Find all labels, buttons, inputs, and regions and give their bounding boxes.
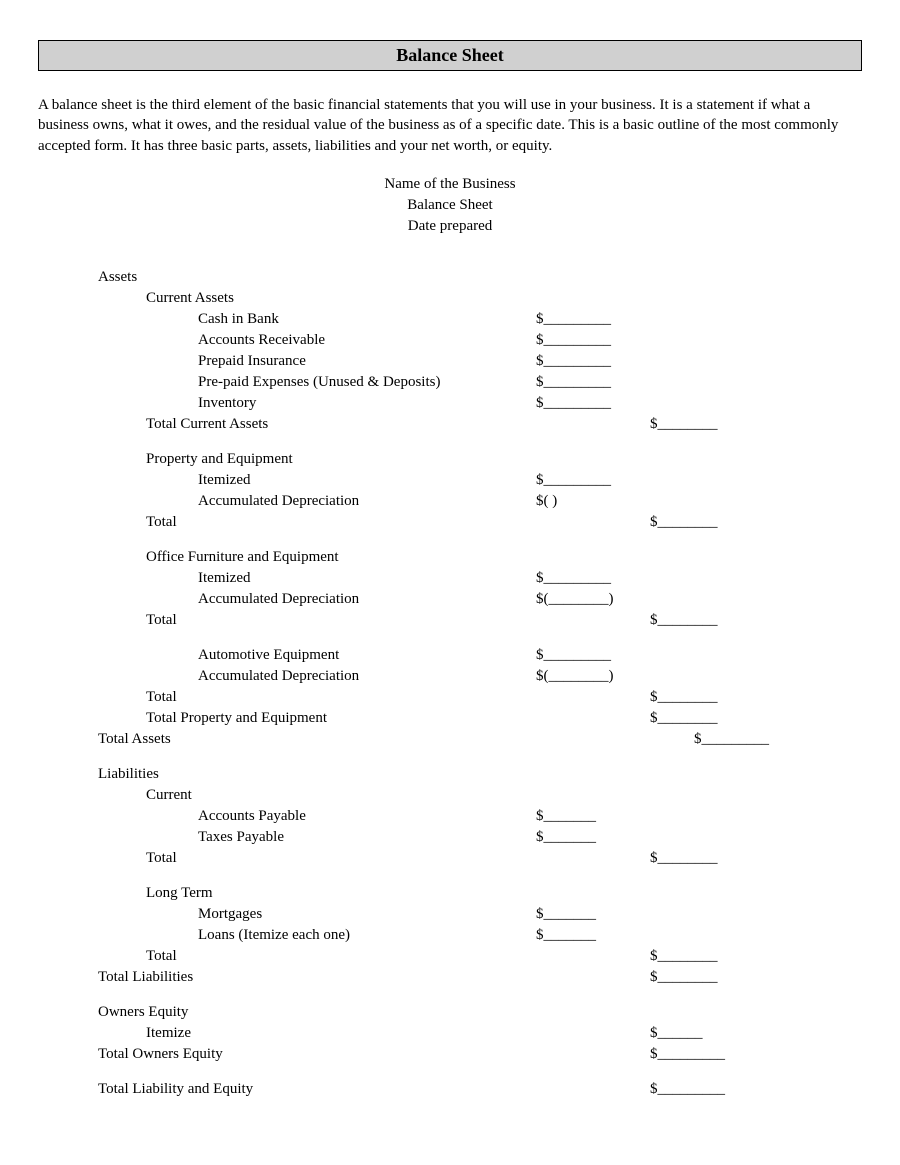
total-liabilities-label: Total Liabilities <box>38 967 193 988</box>
line-item: Cash in Bank <box>38 309 279 330</box>
amount-blank: $______ <box>650 1023 703 1044</box>
subtotal-label: Total Current Assets <box>38 414 268 435</box>
line-item: Accumulated Depreciation <box>38 491 359 512</box>
amount-blank: $_________ <box>536 393 611 414</box>
line-item: Taxes Payable <box>38 827 284 848</box>
amount-blank: $_________ <box>650 1044 725 1065</box>
amount-blank: $_________ <box>536 330 611 351</box>
line-item: Mortgages <box>38 904 262 925</box>
amount-blank: $_________ <box>536 470 611 491</box>
amount-blank: $________ <box>650 967 718 988</box>
amount-blank: $_______ <box>536 806 596 827</box>
assets-heading: Assets <box>38 267 137 288</box>
equity-heading: Owners Equity <box>38 1002 188 1023</box>
amount-blank: $________ <box>650 848 718 869</box>
line-item: Accounts Payable <box>38 806 306 827</box>
header-doc-type: Balance Sheet <box>38 195 862 216</box>
amount-blank: $_________ <box>694 729 769 750</box>
header-date: Date prepared <box>38 216 862 237</box>
line-item: Itemize <box>38 1023 191 1044</box>
longterm-heading: Long Term <box>38 883 213 904</box>
subtotal-label: Total <box>38 610 177 631</box>
amount-blank: $_________ <box>536 372 611 393</box>
subtotal-label: Total <box>38 848 177 869</box>
line-item: Prepaid Insurance <box>38 351 306 372</box>
subtotal-label: Total <box>38 687 177 708</box>
amount-blank: $________ <box>650 946 718 967</box>
line-item: Accumulated Depreciation <box>38 666 359 687</box>
amount-blank: $________ <box>650 414 718 435</box>
property-heading: Property and Equipment <box>38 449 293 470</box>
amount-blank: $_______ <box>536 925 596 946</box>
line-item: Pre-paid Expenses (Unused & Deposits) <box>38 372 440 393</box>
amount-blank: $_________ <box>536 568 611 589</box>
line-item: Inventory <box>38 393 256 414</box>
line-item: Loans (Itemize each one) <box>38 925 350 946</box>
amount-blank: $(________) <box>536 589 614 610</box>
document-header: Name of the Business Balance Sheet Date … <box>38 174 862 237</box>
amount-blank: $_________ <box>536 309 611 330</box>
current-assets-heading: Current Assets <box>38 288 234 309</box>
total-liability-equity-label: Total Liability and Equity <box>38 1079 253 1100</box>
total-assets-label: Total Assets <box>38 729 171 750</box>
total-equity-label: Total Owners Equity <box>38 1044 223 1065</box>
line-item: Accounts Receivable <box>38 330 325 351</box>
subtotal-label: Total <box>38 512 177 533</box>
subtotal-label: Total Property and Equipment <box>38 708 327 729</box>
line-item: Itemized <box>38 470 250 491</box>
amount-blank: $_______ <box>536 904 596 925</box>
line-item: Itemized <box>38 568 250 589</box>
amount-blank: $________ <box>650 687 718 708</box>
amount-blank: $_______ <box>536 827 596 848</box>
amount-blank: $( ) <box>536 491 557 512</box>
amount-blank: $________ <box>650 610 718 631</box>
amount-blank: $________ <box>650 512 718 533</box>
document-title: Balance Sheet <box>38 40 862 71</box>
amount-blank: $_________ <box>536 351 611 372</box>
liabilities-heading: Liabilities <box>38 764 159 785</box>
subtotal-label: Total <box>38 946 177 967</box>
office-heading: Office Furniture and Equipment <box>38 547 339 568</box>
header-business-name: Name of the Business <box>38 174 862 195</box>
amount-blank: $_________ <box>650 1079 725 1100</box>
amount-blank: $(________) <box>536 666 614 687</box>
intro-paragraph: A balance sheet is the third element of … <box>38 95 862 156</box>
line-item: Automotive Equipment <box>38 645 339 666</box>
amount-blank: $________ <box>650 708 718 729</box>
amount-blank: $_________ <box>536 645 611 666</box>
current-liab-heading: Current <box>38 785 192 806</box>
line-item: Accumulated Depreciation <box>38 589 359 610</box>
